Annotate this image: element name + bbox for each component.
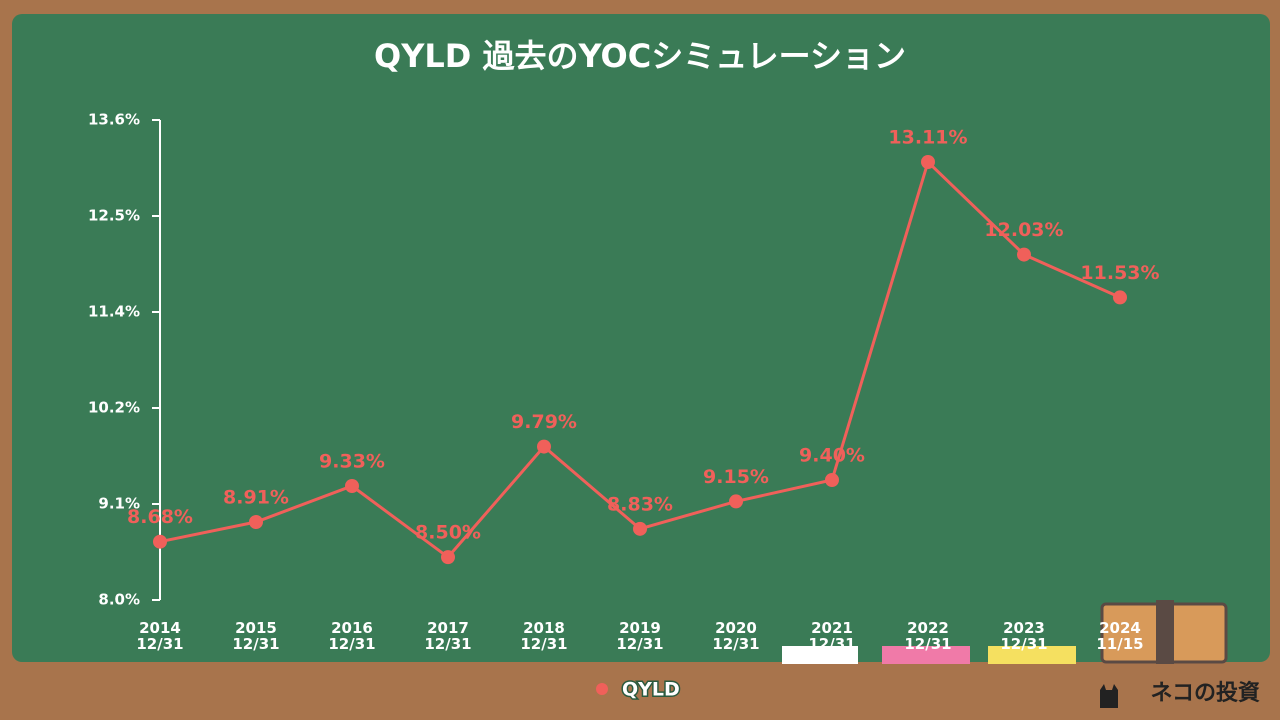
point — [537, 439, 551, 454]
y-tick-label: 10.2% — [88, 399, 140, 417]
x-tick-label: 2021 12/31 — [808, 619, 856, 653]
legend-swatch — [596, 683, 608, 695]
value-label: 12.03% — [984, 219, 1063, 241]
y-tick-label: 9.1% — [98, 495, 140, 513]
point — [345, 479, 359, 493]
x-tick-label: 2019 12/31 — [616, 619, 664, 653]
value-label: 9.79% — [511, 411, 577, 433]
x-tick-label: 2016 12/31 — [328, 619, 376, 653]
chalk-white — [782, 646, 858, 664]
board — [12, 14, 1270, 662]
point — [441, 550, 455, 565]
value-label: 9.33% — [319, 451, 385, 473]
cat-icon — [1100, 684, 1118, 708]
value-label: 9.40% — [799, 445, 865, 467]
value-label: 9.15% — [703, 466, 769, 488]
chalk-yellow — [988, 646, 1076, 664]
x-tick-label: 2024 11/15 — [1096, 619, 1144, 653]
value-label: 8.83% — [607, 493, 673, 515]
point — [153, 534, 167, 549]
point — [1017, 247, 1031, 262]
y-tick-label: 12.5% — [88, 207, 140, 225]
y-tick-label: 13.6% — [88, 111, 140, 129]
x-tick-label: 2020 12/31 — [712, 619, 760, 653]
point — [1113, 290, 1127, 305]
value-label: 11.53% — [1080, 262, 1159, 284]
point — [921, 155, 935, 169]
value-label: 8.68% — [127, 506, 193, 528]
brand: ネコの投資 — [1150, 680, 1260, 706]
x-tick-label: 2014 12/31 — [136, 619, 184, 653]
point — [249, 515, 263, 529]
chalk-pink — [882, 646, 970, 664]
value-label: 8.50% — [415, 522, 481, 544]
chart-title: QYLD 過去のYOCシミュレーション — [374, 37, 906, 75]
point — [633, 521, 647, 536]
x-tick-label: 2023 12/31 — [1000, 619, 1048, 653]
value-label: 8.91% — [223, 487, 289, 509]
eraser-band — [1156, 600, 1174, 664]
legend-label: QYLD — [622, 679, 680, 701]
point — [825, 473, 839, 487]
y-tick-label: 11.4% — [88, 303, 140, 321]
x-tick-label: 2017 12/31 — [424, 619, 472, 653]
legend: QYLD — [596, 677, 681, 702]
point — [729, 494, 743, 509]
y-tick-label: 8.0% — [98, 591, 140, 609]
x-tick-label: 2022 12/31 — [904, 619, 952, 653]
x-tick-label: 2015 12/31 — [232, 619, 280, 653]
value-label: 13.11% — [888, 127, 967, 149]
x-tick-label: 2018 12/31 — [520, 619, 568, 653]
